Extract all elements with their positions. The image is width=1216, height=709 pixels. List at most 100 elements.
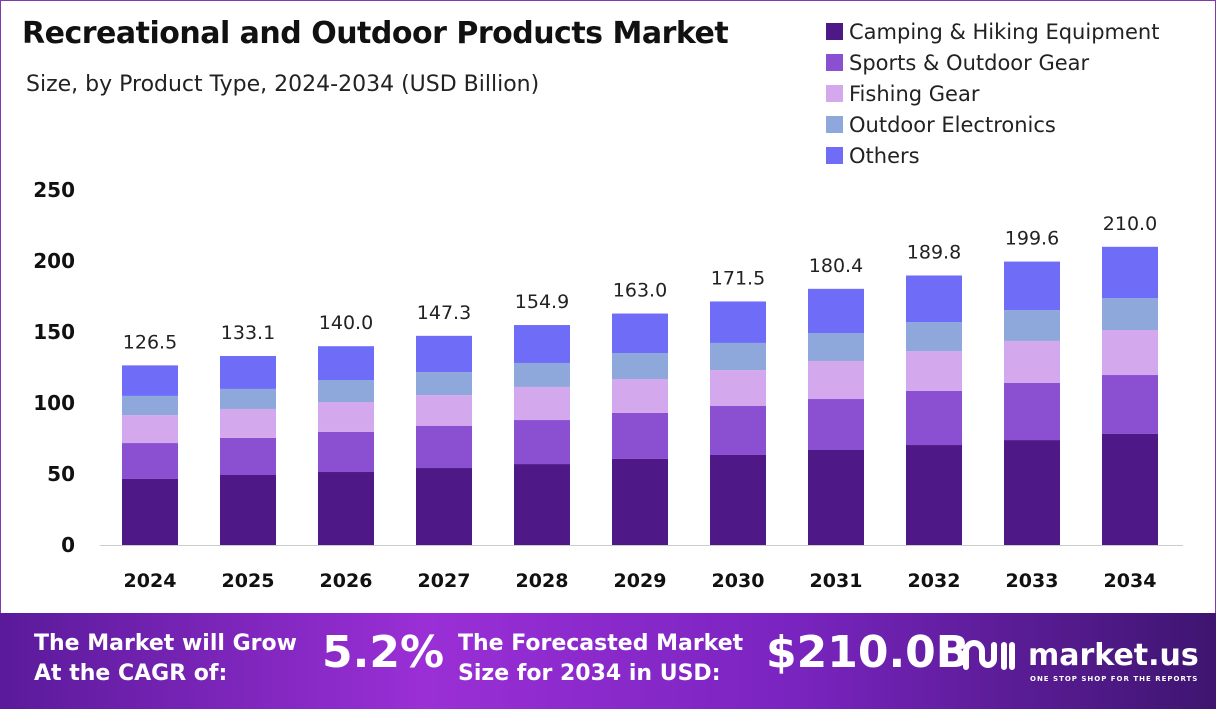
cagr-value: 5.2% — [322, 627, 445, 678]
chart-title: Recreational and Outdoor Products Market — [22, 16, 729, 51]
forecast-value: $210.0B — [766, 627, 970, 678]
x-tick-label: 2030 — [712, 570, 765, 592]
bar-segment — [318, 379, 374, 403]
bar-segment — [1004, 440, 1060, 545]
bar-segment — [1004, 382, 1060, 441]
bar-segment — [612, 379, 668, 413]
bar-segment — [514, 362, 570, 387]
bar-segment — [906, 445, 962, 545]
bar-segment — [122, 478, 178, 545]
legend: Camping & Hiking Equipment Sports & Outd… — [826, 16, 1159, 171]
x-tick-label: 2033 — [1006, 570, 1059, 592]
bar-segment — [122, 415, 178, 444]
x-tick-label: 2034 — [1104, 570, 1157, 592]
bar-segment — [1102, 246, 1158, 299]
total-label: 199.6 — [1005, 228, 1059, 250]
bar-segment — [1102, 433, 1158, 545]
y-tick-label: 150 — [33, 320, 75, 344]
bar-segment — [906, 351, 962, 391]
bar-segment — [808, 288, 864, 333]
bar-segment — [906, 275, 962, 323]
legend-label: Others — [849, 143, 920, 168]
bar-segment — [710, 370, 766, 406]
legend-item-electronics: Outdoor Electronics — [826, 109, 1159, 140]
market-us-logo: market.us ONE STOP SHOP FOR THE REPORTS — [962, 637, 1199, 683]
bar-segment — [906, 390, 962, 446]
bar-segment — [514, 325, 570, 363]
bar-segment — [122, 395, 178, 416]
bar-segment — [612, 353, 668, 380]
logo-name: market.us — [1028, 637, 1199, 673]
total-label: 133.1 — [221, 322, 275, 344]
x-tick-label: 2029 — [614, 570, 667, 592]
bar-segment — [514, 420, 570, 465]
y-tick-label: 200 — [33, 249, 75, 273]
total-label: 140.0 — [319, 312, 373, 334]
cagr-label-line: The Market will Grow — [34, 631, 297, 656]
total-label: 147.3 — [417, 302, 471, 324]
legend-label: Fishing Gear — [849, 81, 980, 106]
total-label: 154.9 — [515, 291, 569, 313]
bar-segment — [1004, 261, 1060, 310]
bar-segment — [416, 395, 472, 427]
bar-segment — [514, 386, 570, 421]
x-tick-label: 2031 — [810, 570, 863, 592]
x-tick-label: 2027 — [418, 570, 471, 592]
legend-swatch — [826, 54, 843, 71]
forecast-label-line: The Forecasted Market — [458, 631, 744, 656]
bar-segment — [122, 443, 178, 479]
bar-segment — [318, 472, 374, 545]
legend-label: Outdoor Electronics — [849, 112, 1056, 137]
cagr-label: The Market will Grow At the CAGR of: — [34, 629, 297, 689]
bar-segment — [220, 388, 276, 409]
bar-segment — [906, 322, 962, 352]
legend-swatch — [826, 147, 843, 164]
bar-segment — [514, 464, 570, 545]
y-tick-label: 50 — [47, 462, 75, 486]
total-label: 171.5 — [711, 267, 765, 289]
legend-swatch — [826, 116, 843, 133]
bar-segment — [220, 437, 276, 475]
legend-label: Camping & Hiking Equipment — [849, 19, 1160, 44]
legend-item-camping: Camping & Hiking Equipment — [826, 16, 1159, 47]
stacked-bar-chart: 0 50 100 150 200 250 126.5 2024 133.1 2025 140.0 20… — [33, 178, 1183, 592]
x-tick-label: 2024 — [124, 570, 177, 592]
legend-label: Sports & Outdoor Gear — [849, 50, 1090, 75]
bar-segment — [1004, 309, 1060, 341]
bar-segment — [1102, 298, 1158, 331]
bar-segment — [416, 372, 472, 396]
bar-segment — [612, 412, 668, 459]
bar-segment — [710, 405, 766, 455]
bar-segment — [318, 431, 374, 473]
bar-segment — [220, 355, 276, 389]
y-tick-label: 250 — [33, 178, 75, 202]
bar-segment — [1102, 375, 1158, 434]
bar-segment — [710, 454, 766, 545]
bar-segment — [220, 408, 276, 438]
cagr-label-line: At the CAGR of: — [34, 661, 228, 686]
total-label: 189.8 — [907, 241, 961, 263]
x-tick-label: 2025 — [222, 570, 275, 592]
chart-subtitle: Size, by Product Type, 2024-2034 (USD Bi… — [26, 72, 540, 97]
bar-segment — [612, 313, 668, 354]
logo-icon — [963, 640, 1015, 670]
bar-segment — [318, 346, 374, 380]
bar-segment — [220, 474, 276, 545]
total-label: 163.0 — [613, 280, 667, 302]
x-tick-label: 2032 — [908, 570, 961, 592]
bar-segment — [416, 426, 472, 469]
bar-segment — [808, 450, 864, 545]
bar-segment — [808, 399, 864, 451]
legend-item-sports: Sports & Outdoor Gear — [826, 47, 1159, 78]
forecast-label: The Forecasted Market Size for 2034 in US… — [458, 629, 743, 689]
y-tick-label: 100 — [33, 391, 75, 415]
logo-tagline: ONE STOP SHOP FOR THE REPORTS — [1030, 675, 1199, 683]
bar-segment — [416, 468, 472, 545]
x-tick-label: 2026 — [320, 570, 373, 592]
bar-segment — [710, 342, 766, 371]
bar-segment — [808, 332, 864, 361]
footer-banner: The Market will Grow At the CAGR of: 5.2%… — [0, 613, 1216, 709]
forecast-label-line: Size for 2034 in USD: — [458, 661, 721, 686]
bar-segment — [612, 458, 668, 545]
bar-segment — [808, 360, 864, 400]
